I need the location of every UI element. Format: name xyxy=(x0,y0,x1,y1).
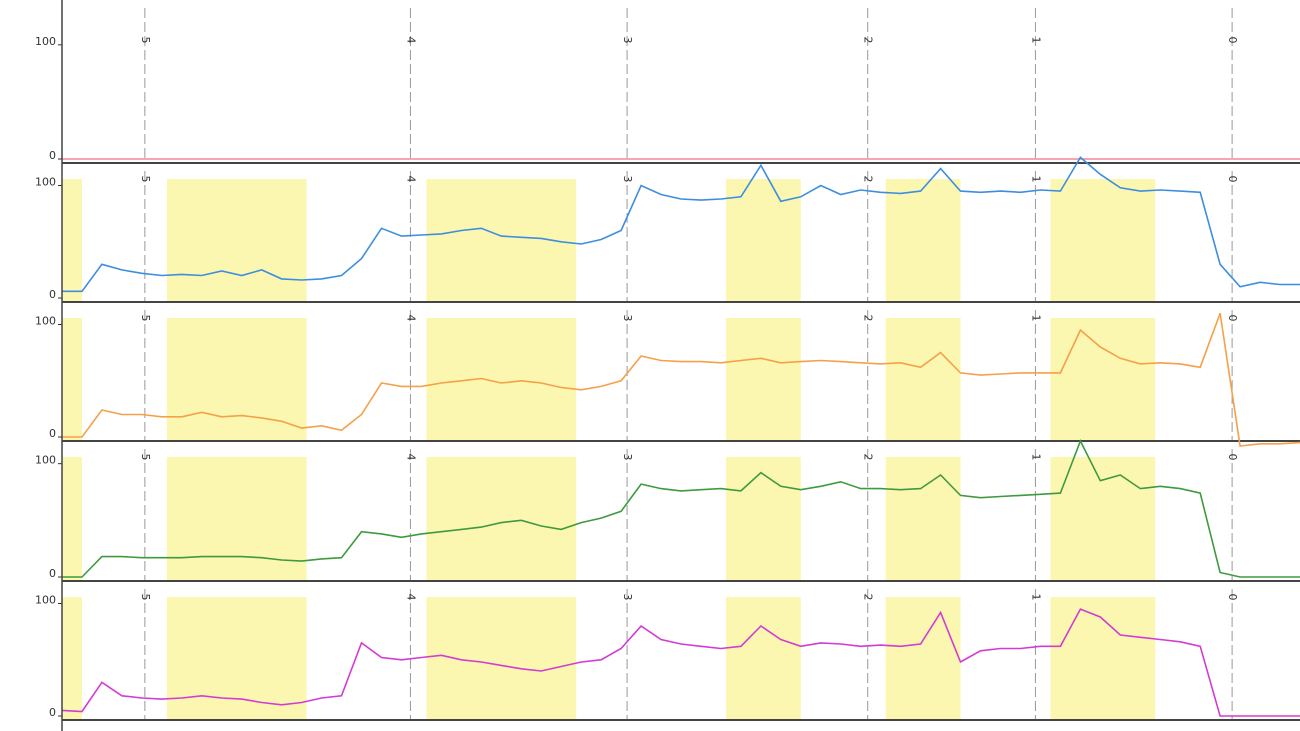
y-tick-label: 0 xyxy=(49,288,56,301)
y-tick-label: 100 xyxy=(35,176,56,189)
highlight-band xyxy=(725,597,801,720)
y-tick-label: 0 xyxy=(49,567,56,580)
x-tick-label: 0 xyxy=(1226,37,1239,44)
highlight-band xyxy=(1050,457,1156,581)
x-tick-label: 3 xyxy=(621,37,634,44)
highlight-band xyxy=(166,179,307,302)
series-line xyxy=(62,156,1300,293)
x-tick-label: 2 xyxy=(862,454,875,461)
highlight-band xyxy=(166,597,307,720)
x-tick-label: 5 xyxy=(139,176,152,183)
series-line xyxy=(62,313,1300,447)
x-tick-label: 5 xyxy=(139,454,152,461)
highlight-band xyxy=(885,597,961,720)
highlight-band xyxy=(426,597,577,720)
x-tick-label: 4 xyxy=(404,454,417,461)
x-tick-label: 2 xyxy=(862,315,875,322)
x-tick-label: 1 xyxy=(1029,315,1042,322)
highlight-band xyxy=(166,457,307,581)
x-tick-label: 4 xyxy=(404,37,417,44)
y-tick-label: 100 xyxy=(35,35,56,48)
x-tick-label: 3 xyxy=(621,315,634,322)
highlight-band xyxy=(426,457,577,581)
highlight-band xyxy=(885,179,961,302)
x-tick-label: 1 xyxy=(1029,37,1042,44)
x-tick-label: 1 xyxy=(1029,454,1042,461)
highlight-band xyxy=(885,457,961,581)
x-tick-label: 0 xyxy=(1226,176,1239,183)
x-tick-label: 4 xyxy=(404,594,417,601)
y-tick-label: 0 xyxy=(49,706,56,719)
highlight-band xyxy=(62,318,82,441)
highlight-band xyxy=(426,318,577,441)
x-tick-label: 1 xyxy=(1029,176,1042,183)
x-tick-label: 3 xyxy=(621,176,634,183)
x-tick-label: 0 xyxy=(1226,454,1239,461)
highlight-band xyxy=(166,318,307,441)
x-tick-label: 3 xyxy=(621,594,634,601)
y-tick-label: 100 xyxy=(35,315,56,328)
x-tick-label: 4 xyxy=(404,315,417,322)
highlight-band xyxy=(1050,179,1156,302)
y-tick-label: 100 xyxy=(35,454,56,467)
x-tick-label: 3 xyxy=(621,454,634,461)
x-tick-label: 2 xyxy=(862,37,875,44)
x-tick-label: 2 xyxy=(862,176,875,183)
highlight-band xyxy=(1050,597,1156,720)
x-tick-label: 1 xyxy=(1029,594,1042,601)
x-tick-label: 5 xyxy=(139,37,152,44)
highlight-band xyxy=(62,179,82,302)
x-tick-label: 2 xyxy=(862,594,875,601)
highlight-band xyxy=(1050,318,1156,441)
highlight-band xyxy=(885,318,961,441)
highlight-band xyxy=(62,457,82,581)
highlight-band xyxy=(725,318,801,441)
y-tick-label: 0 xyxy=(49,149,56,162)
x-tick-label: 5 xyxy=(139,315,152,322)
y-tick-label: 100 xyxy=(35,594,56,607)
y-tick-label: 0 xyxy=(49,427,56,440)
series-line xyxy=(62,439,1300,578)
x-tick-label: 5 xyxy=(139,594,152,601)
x-tick-label: 4 xyxy=(404,176,417,183)
x-tick-label: 0 xyxy=(1226,315,1239,322)
series-line xyxy=(61,608,1300,717)
highlight-band xyxy=(62,597,82,720)
highlight-band xyxy=(725,457,801,581)
x-tick-label: 0 xyxy=(1226,594,1239,601)
